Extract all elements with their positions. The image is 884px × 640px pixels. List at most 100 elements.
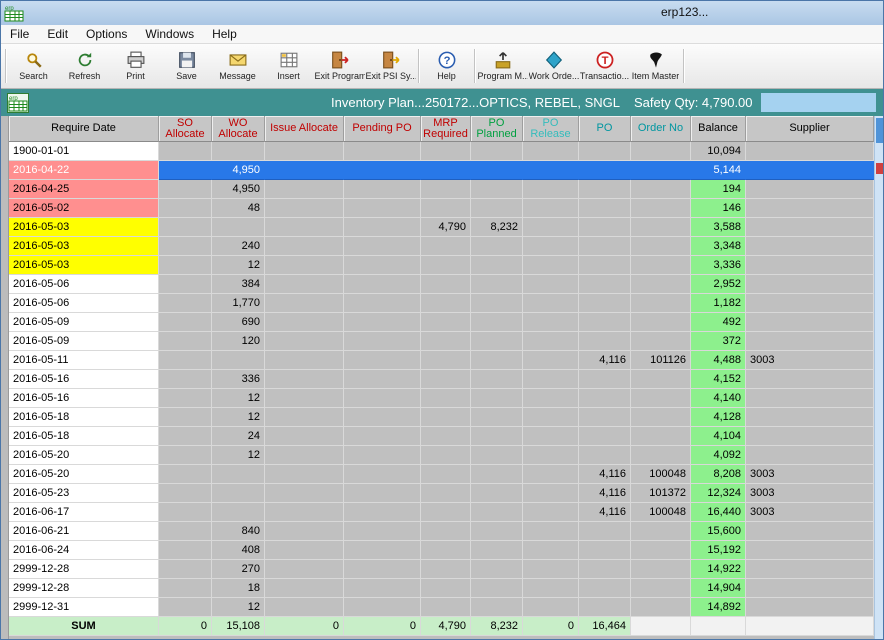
cell-mrp[interactable] [421,389,471,408]
cell-wo[interactable] [212,503,265,522]
cell-wo[interactable]: 12 [212,598,265,617]
cell-wo[interactable]: 18 [212,579,265,598]
cell-pending[interactable] [344,256,421,275]
cell-issue[interactable] [265,541,344,560]
cell-po_planned[interactable] [471,313,523,332]
cell-balance[interactable]: 14,892 [691,598,746,617]
cell-date[interactable]: 2016-06-24 [9,541,159,560]
cell-balance[interactable]: 4,488 [691,351,746,370]
cell-supplier[interactable] [746,142,874,161]
cell-date[interactable]: 2016-06-21 [9,522,159,541]
cell-po_planned[interactable] [471,370,523,389]
cell-po[interactable] [579,560,631,579]
cell-supplier[interactable]: 3003 [746,503,874,522]
cell-pending[interactable] [344,389,421,408]
cell-po[interactable] [579,427,631,446]
cell-po_planned[interactable] [471,294,523,313]
cell-supplier[interactable] [746,237,874,256]
cell-po_planned[interactable] [471,180,523,199]
cell-balance[interactable]: 5,144 [691,161,746,180]
cell-supplier[interactable]: 3003 [746,484,874,503]
cell-supplier[interactable] [746,541,874,560]
cell-po_release[interactable] [523,560,579,579]
table-row[interactable]: 2016-05-16 336 4,152 [9,370,874,389]
table-row[interactable]: 2016-05-18 24 4,104 [9,427,874,446]
cell-po_release[interactable] [523,484,579,503]
menu-item-file[interactable]: File [10,27,30,41]
cell-po_planned[interactable] [471,275,523,294]
toolbar-button-message[interactable]: Message [212,45,263,87]
col-header-order_no[interactable]: Order No [631,116,691,142]
col-header-wo[interactable]: WO Allocate [212,116,265,142]
cell-wo[interactable]: 840 [212,522,265,541]
cell-po[interactable] [579,218,631,237]
cell-pending[interactable] [344,465,421,484]
table-row[interactable]: 2016-05-20 12 4,092 [9,446,874,465]
cell-po_release[interactable] [523,579,579,598]
cell-po[interactable]: 4,116 [579,484,631,503]
cell-issue[interactable] [265,256,344,275]
table-row[interactable]: 2016-05-06 1,770 1,182 [9,294,874,313]
cell-order_no[interactable] [631,522,691,541]
cell-mrp[interactable] [421,313,471,332]
table-row[interactable]: 2016-05-18 12 4,128 [9,408,874,427]
cell-issue[interactable] [265,275,344,294]
cell-balance[interactable]: 372 [691,332,746,351]
menu-item-help[interactable]: Help [212,27,237,41]
cell-mrp[interactable] [421,161,471,180]
cell-po_release[interactable] [523,180,579,199]
cell-po[interactable]: 4,116 [579,351,631,370]
table-row[interactable]: 2016-05-11 4,116 101126 4,488 3003 [9,351,874,370]
cell-balance[interactable]: 16,440 [691,503,746,522]
cell-wo[interactable] [212,484,265,503]
cell-date[interactable]: 2016-04-25 [9,180,159,199]
cell-so[interactable] [159,427,212,446]
cell-so[interactable] [159,560,212,579]
cell-so[interactable] [159,218,212,237]
cell-wo[interactable]: 48 [212,199,265,218]
cell-wo[interactable]: 690 [212,313,265,332]
cell-order_no[interactable] [631,541,691,560]
cell-pending[interactable] [344,484,421,503]
cell-order_no[interactable] [631,180,691,199]
cell-mrp[interactable] [421,275,471,294]
cell-balance[interactable]: 1,182 [691,294,746,313]
cell-wo[interactable]: 120 [212,332,265,351]
cell-issue[interactable] [265,199,344,218]
toolbar-button-refresh[interactable]: Refresh [59,45,110,87]
cell-issue[interactable] [265,332,344,351]
cell-po[interactable] [579,275,631,294]
table-row[interactable]: 2016-04-22 4,950 5,144 [9,161,874,180]
cell-po_release[interactable] [523,465,579,484]
cell-pending[interactable] [344,370,421,389]
cell-so[interactable] [159,484,212,503]
cell-wo[interactable]: 12 [212,446,265,465]
cell-balance[interactable]: 492 [691,313,746,332]
cell-mrp[interactable] [421,446,471,465]
cell-wo[interactable] [212,465,265,484]
cell-balance[interactable]: 14,922 [691,560,746,579]
cell-mrp[interactable] [421,332,471,351]
cell-po_planned[interactable] [471,142,523,161]
cell-so[interactable] [159,161,212,180]
cell-po[interactable] [579,256,631,275]
cell-so[interactable] [159,351,212,370]
cell-po_planned[interactable] [471,408,523,427]
cell-order_no[interactable] [631,161,691,180]
cell-so[interactable] [159,408,212,427]
col-header-po_planned[interactable]: PO Planned [471,116,523,142]
cell-order_no[interactable] [631,408,691,427]
toolbar-button-program-m[interactable]: Program M... [477,45,528,87]
cell-wo[interactable]: 408 [212,541,265,560]
cell-po_release[interactable] [523,256,579,275]
cell-balance[interactable]: 14,904 [691,579,746,598]
cell-supplier[interactable]: 3003 [746,351,874,370]
scrollbar-thumb[interactable] [876,118,883,143]
cell-supplier[interactable] [746,294,874,313]
cell-order_no[interactable] [631,199,691,218]
cell-date[interactable]: 2999-12-28 [9,579,159,598]
cell-date[interactable]: 2999-12-31 [9,598,159,617]
cell-po_planned[interactable] [471,484,523,503]
cell-mrp[interactable] [421,199,471,218]
cell-pending[interactable] [344,560,421,579]
